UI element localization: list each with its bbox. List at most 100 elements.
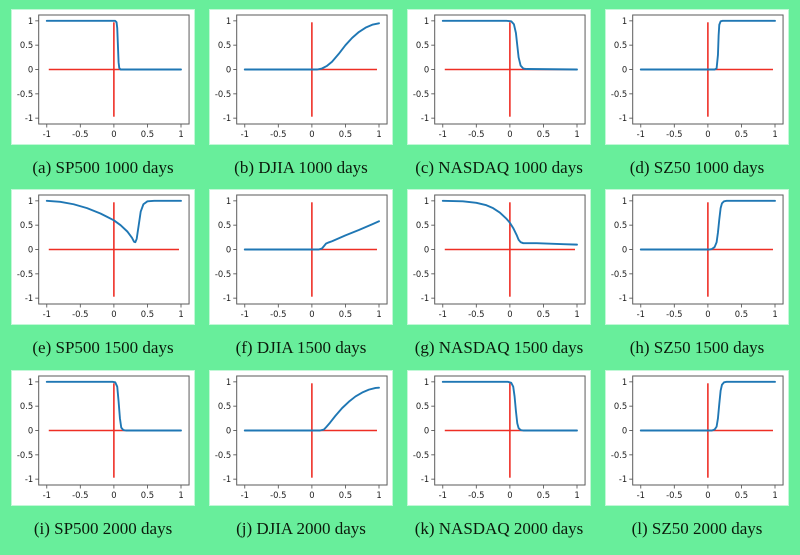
y-tick-label: -0.5 [611, 89, 627, 99]
panel-caption-a: (a) SP500 1000 days [32, 158, 174, 178]
y-tick-label: 0 [28, 425, 33, 435]
x-tick-label: 0.5 [339, 309, 352, 319]
y-tick-label: 0 [226, 64, 231, 74]
y-tick-label: -0.5 [17, 449, 33, 459]
y-tick-label: 0.5 [614, 40, 627, 50]
plot-card-c: -1 -0.5 0 0.5 1 1 0.5 0 -0.5 -1 [408, 10, 590, 144]
x-tick-label: -0.5 [468, 309, 484, 319]
y-tick-label: 0 [226, 425, 231, 435]
chart-nasdaq-1500: -1 -0.5 0 0.5 1 1 0.5 0 -0.5 -1 [408, 190, 590, 325]
panel-caption-c: (c) NASDAQ 1000 days [415, 158, 583, 178]
y-tick-label: 1 [424, 376, 429, 386]
plot-card-d: -1 -0.5 0 0.5 1 1 0.5 0 -0.5 -1 [606, 10, 788, 144]
panel-b: -1 -0.5 0 0.5 1 1 0.5 0 -0.5 -1 (b) DJIA 1000 days [210, 10, 392, 190]
plot-card-l: -1 -0.5 0 0.5 1 1 0.5 0 -0.5 -1 [606, 370, 788, 505]
y-tick-label: 0.5 [416, 401, 429, 411]
y-tick-label: 1 [28, 196, 33, 206]
x-tick-label: 1 [772, 490, 777, 500]
x-tick-label: 0.5 [537, 309, 550, 319]
panel-caption-e: (e) SP500 1500 days [32, 338, 174, 358]
chart-nasdaq-1000: -1 -0.5 0 0.5 1 1 0.5 0 -0.5 -1 [408, 10, 590, 144]
x-tick-label: 0 [705, 309, 710, 319]
y-tick-label: -1 [25, 474, 33, 484]
panel-e: -1 -0.5 0 0.5 1 1 0.5 0 -0.5 -1 (e) SP500 1500 day… [12, 190, 194, 370]
y-tick-label: -1 [223, 113, 231, 123]
plot-card-b: -1 -0.5 0 0.5 1 1 0.5 0 -0.5 -1 [210, 10, 392, 144]
y-tick-label: 0.5 [218, 40, 231, 50]
panel-caption-h: (h) SZ50 1500 days [629, 338, 765, 358]
panel-d: -1 -0.5 0 0.5 1 1 0.5 0 -0.5 -1 (d) SZ50 1000 days [606, 10, 788, 190]
x-tick-label: 0 [309, 490, 314, 500]
y-tick-label: -0.5 [215, 269, 231, 279]
y-tick-label: 1 [622, 16, 627, 26]
chart-sz50-1500: -1 -0.5 0 0.5 1 1 0.5 0 -0.5 -1 [606, 190, 788, 325]
x-tick-label: -0.5 [270, 490, 286, 500]
panel-caption-g: (g) NASDAQ 1500 days [414, 338, 584, 358]
plot-card-i: -1 -0.5 0 0.5 1 1 0.5 0 -0.5 -1 [12, 370, 194, 505]
x-tick-label: 1 [178, 309, 183, 319]
x-tick-label: 0 [507, 490, 512, 500]
panel-k: -1 -0.5 0 0.5 1 1 0.5 0 -0.5 -1 (k) NASDAQ 2000 da… [408, 370, 590, 551]
x-tick-label: 0.5 [735, 309, 748, 319]
data-curve [639, 380, 776, 432]
x-tick-label: 0 [507, 309, 512, 319]
chart-sp500-1500: -1 -0.5 0 0.5 1 1 0.5 0 -0.5 -1 [12, 190, 194, 325]
data-curve [45, 200, 182, 244]
panel-caption-f: (f) DJIA 1500 days [235, 338, 367, 358]
y-tick-label: 0 [226, 245, 231, 255]
data-curve [243, 220, 380, 251]
chart-sz50-2000: -1 -0.5 0 0.5 1 1 0.5 0 -0.5 -1 [606, 370, 788, 505]
panel-f: -1 -0.5 0 0.5 1 1 0.5 0 -0.5 -1 (f) DJIA 1500 days [210, 190, 392, 370]
x-tick-label: 0.5 [141, 129, 154, 139]
y-tick-label: 0 [424, 64, 429, 74]
x-tick-label: -0.5 [270, 309, 286, 319]
panel-caption-b: (b) DJIA 1000 days [234, 158, 368, 178]
data-curve [45, 380, 182, 432]
x-tick-label: 0.5 [339, 490, 352, 500]
plot-card-j: -1 -0.5 0 0.5 1 1 0.5 0 -0.5 -1 [210, 370, 392, 505]
x-tick-label: 0.5 [735, 129, 748, 139]
y-tick-label: -1 [25, 113, 33, 123]
y-tick-label: -1 [25, 293, 33, 303]
x-tick-label: 0.5 [537, 129, 550, 139]
y-tick-label: -1 [223, 293, 231, 303]
x-tick-label: 0.5 [537, 490, 550, 500]
x-tick-label: 0 [111, 490, 116, 500]
y-tick-label: 1 [622, 196, 627, 206]
y-tick-label: 1 [622, 376, 627, 386]
x-tick-label: 0 [705, 129, 710, 139]
x-tick-label: 1 [376, 129, 381, 139]
x-tick-label: 0 [111, 129, 116, 139]
chart-djia-1500: -1 -0.5 0 0.5 1 1 0.5 0 -0.5 -1 [210, 190, 392, 325]
y-tick-label: -1 [619, 474, 627, 484]
y-tick-label: 0.5 [218, 220, 231, 230]
y-tick-label: 0.5 [614, 220, 627, 230]
x-tick-label: -0.5 [72, 129, 88, 139]
data-curve [45, 19, 182, 71]
y-tick-label: 0 [622, 64, 627, 74]
x-tick-label: 0 [309, 309, 314, 319]
y-tick-label: -0.5 [611, 449, 627, 459]
y-tick-label: -0.5 [413, 89, 429, 99]
data-curve [243, 386, 380, 432]
y-tick-label: -0.5 [17, 269, 33, 279]
plot-card-e: -1 -0.5 0 0.5 1 1 0.5 0 -0.5 -1 [12, 190, 194, 325]
x-tick-label: 1 [772, 129, 777, 139]
panel-i: -1 -0.5 0 0.5 1 1 0.5 0 -0.5 -1 (i) SP500 2000 day… [12, 370, 194, 551]
y-tick-label: 0.5 [20, 220, 33, 230]
x-tick-label: -1 [241, 309, 249, 319]
x-tick-label: -0.5 [666, 129, 682, 139]
y-tick-label: 1 [226, 196, 231, 206]
y-tick-label: 1 [28, 16, 33, 26]
chart-sp500-1000: -1 -0.5 0 0.5 1 1 0.5 0 -0.5 -1 [12, 10, 194, 144]
x-tick-label: -0.5 [270, 129, 286, 139]
y-tick-label: -0.5 [17, 89, 33, 99]
y-tick-label: 0 [622, 245, 627, 255]
panel-g: -1 -0.5 0 0.5 1 1 0.5 0 -0.5 -1 (g) NASDAQ 1500 da… [408, 190, 590, 370]
y-tick-label: -1 [421, 113, 429, 123]
y-tick-label: -0.5 [611, 269, 627, 279]
x-tick-label: 0 [705, 490, 710, 500]
x-tick-label: -1 [43, 129, 51, 139]
x-tick-label: -0.5 [468, 490, 484, 500]
